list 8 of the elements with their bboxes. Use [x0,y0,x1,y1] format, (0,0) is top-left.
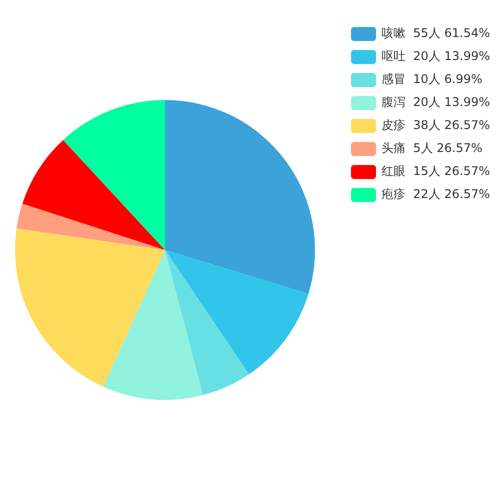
legend-label: 红眼 15人 26.57% [382,163,490,180]
legend-label: 呕吐 20人 13.99% [382,48,490,65]
legend-label: 感冒 10人 6.99% [382,71,482,88]
legend-label: 头痛 5人 26.57% [382,140,482,157]
legend-label: 疱疹 22人 26.57% [382,186,490,203]
legend-label: 咳嗽 55人 61.54% [382,25,490,42]
legend-label: 腹泻 20人 13.99% [382,94,490,111]
legend-label: 皮疹 38人 26.57% [382,117,490,134]
